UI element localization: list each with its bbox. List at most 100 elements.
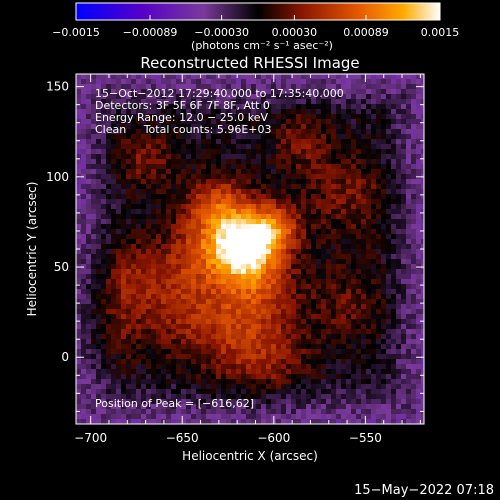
heatmap-cell	[96, 254, 102, 260]
heatmap-cell	[131, 199, 137, 205]
heatmap-cell	[196, 119, 202, 125]
heatmap-cell	[126, 194, 132, 200]
heatmap-cell	[126, 409, 132, 415]
heatmap-cell	[196, 289, 202, 295]
heatmap-cell	[331, 389, 337, 395]
heatmap-cell	[76, 294, 82, 300]
heatmap-cell	[276, 199, 282, 205]
heatmap-cell	[106, 394, 112, 400]
heatmap-cell	[281, 74, 287, 80]
heatmap-cell	[216, 409, 222, 415]
heatmap-cell	[366, 114, 372, 120]
heatmap-cell	[301, 394, 307, 400]
heatmap-cell	[96, 184, 102, 190]
heatmap-cell	[216, 349, 222, 355]
heatmap-cell	[341, 409, 347, 415]
heatmap-cell	[251, 159, 257, 165]
heatmap-cell	[186, 234, 192, 240]
heatmap-cell	[161, 389, 167, 395]
heatmap-cell	[171, 214, 177, 220]
heatmap-cell	[411, 84, 417, 90]
heatmap-cell	[366, 349, 372, 355]
heatmap-cell	[256, 134, 262, 140]
heatmap-cell	[171, 114, 177, 120]
heatmap-cell	[221, 334, 227, 340]
heatmap-cell	[346, 199, 352, 205]
heatmap-cell	[301, 264, 307, 270]
heatmap-cell	[381, 359, 387, 365]
heatmap-cell	[81, 124, 87, 130]
heatmap-cell	[211, 344, 217, 350]
heatmap-cell	[156, 419, 162, 424]
heatmap-cell	[376, 349, 382, 355]
heatmap-cell	[141, 74, 147, 80]
heatmap-cell	[296, 104, 302, 110]
heatmap-cell	[301, 289, 307, 295]
heatmap-cell	[221, 154, 227, 160]
heatmap-cell	[241, 374, 247, 380]
heatmap-cell	[256, 259, 262, 265]
heatmap-cell	[221, 174, 227, 180]
heatmap-cell	[351, 79, 357, 85]
heatmap-cell	[391, 419, 397, 424]
heatmap-cell	[316, 184, 322, 190]
heatmap-cell	[96, 244, 102, 250]
heatmap-cell	[81, 99, 87, 105]
heatmap-cell	[296, 384, 302, 390]
heatmap-cell	[396, 149, 402, 155]
heatmap-cell	[91, 109, 97, 115]
heatmap-cell	[151, 359, 157, 365]
heatmap-cell	[166, 389, 172, 395]
heatmap-cell	[376, 199, 382, 205]
heatmap-cell	[371, 409, 377, 415]
heatmap-cell	[171, 234, 177, 240]
heatmap-cell	[241, 179, 247, 185]
heatmap-cell	[416, 184, 422, 190]
heatmap-cell	[391, 394, 397, 400]
heatmap-cell	[251, 144, 257, 150]
heatmap-cell	[256, 329, 262, 335]
heatmap-cell	[226, 164, 232, 170]
heatmap-cell	[176, 359, 182, 365]
heatmap-cell	[136, 334, 142, 340]
heatmap-cell	[411, 294, 417, 300]
heatmap-cell	[421, 379, 424, 385]
heatmap-cell	[261, 104, 267, 110]
heatmap-cell	[276, 94, 282, 100]
heatmap-cell	[196, 204, 202, 210]
heatmap-cell	[141, 99, 147, 105]
heatmap-cell	[406, 419, 412, 424]
heatmap-cell	[121, 294, 127, 300]
heatmap-cell	[181, 369, 187, 375]
heatmap-cell	[396, 284, 402, 290]
heatmap-cell	[161, 249, 167, 255]
heatmap-cell	[186, 279, 192, 285]
heatmap-cell	[371, 179, 377, 185]
heatmap-cell	[311, 409, 317, 415]
heatmap-cell	[386, 354, 392, 360]
heatmap-cell	[191, 204, 197, 210]
heatmap-cell	[411, 384, 417, 390]
heatmap-cell	[81, 289, 87, 295]
heatmap-cell	[276, 109, 282, 115]
heatmap-cell	[361, 319, 367, 325]
heatmap-cell	[231, 284, 237, 290]
heatmap-cell	[411, 379, 417, 385]
heatmap-cell	[376, 164, 382, 170]
heatmap-cell	[101, 329, 107, 335]
heatmap-cell	[186, 314, 192, 320]
heatmap-cell	[86, 159, 92, 165]
heatmap-cell	[401, 204, 407, 210]
heatmap-cell	[381, 304, 387, 310]
heatmap-cell	[126, 129, 132, 135]
heatmap-cell	[81, 114, 87, 120]
heatmap-cell	[86, 354, 92, 360]
heatmap-cell	[371, 139, 377, 145]
heatmap-cell	[106, 119, 112, 125]
heatmap-cell	[206, 114, 212, 120]
heatmap-cell	[371, 294, 377, 300]
heatmap-cell	[326, 399, 332, 405]
heatmap-cell	[241, 214, 247, 220]
heatmap-cell	[406, 229, 412, 235]
heatmap-cell	[391, 214, 397, 220]
